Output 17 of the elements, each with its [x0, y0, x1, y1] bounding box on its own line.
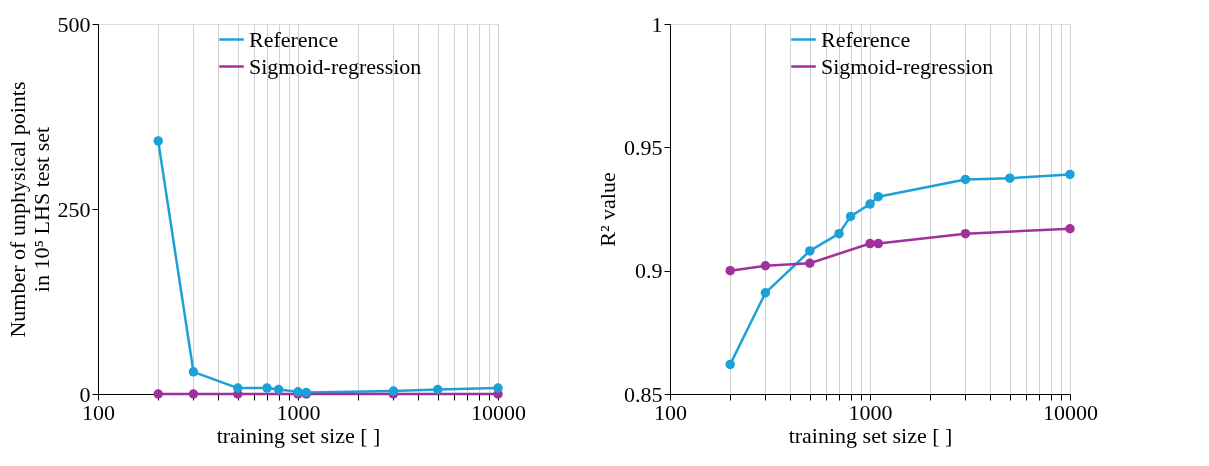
x-axis-title: training set size [ ]: [788, 422, 953, 448]
legend-label: Sigmoid-regression: [821, 53, 994, 79]
legend-label: Reference: [249, 26, 339, 52]
y-tick-label: 0.95: [624, 134, 663, 160]
y-tick-label: 500: [57, 11, 91, 37]
y-tick-label: 250: [57, 196, 91, 222]
x-tick-label: 10000: [471, 399, 526, 425]
x-axis-title: training set size [ ]: [216, 422, 381, 448]
x-tick-label: 1000: [848, 399, 893, 425]
x-tick-label: 1000: [276, 399, 321, 425]
legend-label: Sigmoid-regression: [249, 53, 422, 79]
y-axis-title: R² value: [595, 172, 620, 247]
legend-label: Reference: [821, 26, 911, 52]
y-axis-title: Number of unphysical points in 10⁵ LHS test set: [4, 81, 54, 338]
x-tick-label: 10000: [1043, 399, 1098, 425]
y-tick-label: 1: [651, 11, 663, 37]
y-tick-label: 0.9: [635, 258, 663, 284]
